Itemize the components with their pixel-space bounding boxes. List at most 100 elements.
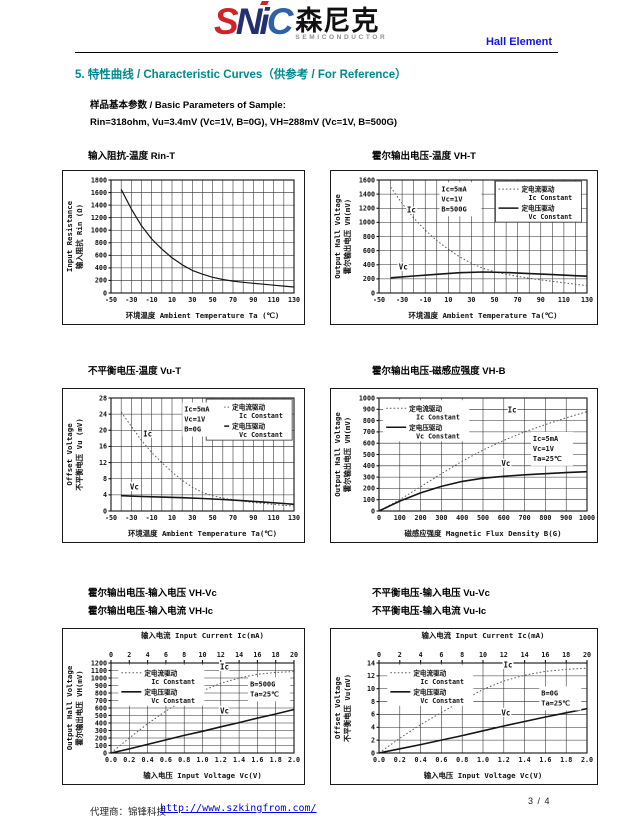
svg-text:0.0: 0.0: [105, 756, 117, 764]
svg-text:1000: 1000: [579, 514, 595, 522]
distributor-link[interactable]: http://www.szkingfrom.com/: [160, 803, 317, 814]
svg-text:20: 20: [99, 427, 107, 435]
svg-text:1.0: 1.0: [477, 756, 489, 764]
svg-text:200: 200: [415, 514, 427, 522]
svg-text:定电压驱动: 定电压驱动: [232, 422, 265, 431]
svg-text:Vc=1V: Vc=1V: [184, 416, 206, 424]
svg-text:800: 800: [95, 239, 107, 247]
svg-text:Ic: Ic: [503, 661, 512, 670]
svg-text:定电流驱动: 定电流驱动: [232, 403, 265, 412]
svg-text:B=500G: B=500G: [250, 680, 275, 688]
svg-text:2: 2: [371, 736, 375, 744]
svg-text:400: 400: [95, 719, 107, 727]
chart-title-rin-t: 输入阻抗-温度 Rin-T: [88, 151, 176, 162]
svg-text:1000: 1000: [91, 674, 107, 682]
svg-text:环境温度 Ambient Temperature Ta(℃): 环境温度 Ambient Temperature Ta(℃): [128, 529, 277, 538]
distributor-label: 代理商：锦锋科技: [90, 807, 167, 818]
svg-text:4: 4: [371, 724, 375, 732]
svg-text:110: 110: [558, 296, 570, 304]
svg-text:0.8: 0.8: [456, 756, 468, 764]
svg-text:1000: 1000: [91, 227, 107, 235]
svg-text:1000: 1000: [359, 394, 375, 402]
svg-text:90: 90: [537, 296, 545, 304]
svg-text:4: 4: [146, 651, 150, 659]
svg-text:18: 18: [562, 651, 570, 659]
svg-text:定电压驱动: 定电压驱动: [521, 204, 554, 213]
svg-text:Ic Constant: Ic Constant: [528, 194, 572, 202]
chart-title-vh-ic: 霍尔输出电压-输入电流 VH-Ic: [88, 606, 214, 617]
svg-text:B=0G: B=0G: [541, 689, 558, 697]
chart-title-vu-ic: 不平衡电压-输入电流 Vu-Ic: [372, 606, 487, 617]
svg-text:400: 400: [363, 261, 375, 269]
svg-text:Vc Constant: Vc Constant: [239, 431, 283, 439]
svg-text:400: 400: [95, 264, 107, 272]
svg-text:Ic Constant: Ic Constant: [239, 412, 283, 420]
svg-text:400: 400: [363, 462, 375, 470]
svg-text:28: 28: [99, 394, 107, 402]
svg-text:定电流驱动: 定电流驱动: [413, 668, 446, 677]
snic-logo: SNi C 森尼克 SEMICONDUCTOR: [214, 1, 387, 42]
svg-text:10: 10: [198, 651, 206, 659]
svg-text:Output Hall Voltage: Output Hall Voltage: [333, 412, 342, 497]
svg-text:14: 14: [235, 651, 243, 659]
svg-text:1.6: 1.6: [251, 756, 263, 764]
svg-text:Vc=1V: Vc=1V: [533, 445, 555, 453]
svg-text:500: 500: [95, 712, 107, 720]
svg-text:130: 130: [581, 296, 593, 304]
svg-text:Ic: Ic: [508, 406, 517, 415]
svg-text:12: 12: [367, 672, 375, 680]
svg-text:0: 0: [103, 289, 107, 297]
svg-text:0: 0: [371, 289, 375, 297]
logo-letter-s: S: [214, 1, 239, 42]
svg-text:1000: 1000: [359, 219, 375, 227]
svg-text:1.2: 1.2: [498, 756, 510, 764]
svg-text:14: 14: [521, 651, 529, 659]
section-heading: 5. 特性曲线 / Characteristic Curves（供参考 / Fo…: [75, 69, 407, 81]
svg-text:700: 700: [363, 428, 375, 436]
svg-text:Vc: Vc: [220, 707, 229, 716]
svg-text:Vc Constant: Vc Constant: [420, 697, 464, 705]
svg-text:12: 12: [500, 651, 508, 659]
svg-text:Ic: Ic: [407, 205, 416, 214]
svg-text:200: 200: [363, 485, 375, 493]
svg-text:1600: 1600: [359, 176, 375, 184]
svg-text:Ic: Ic: [143, 429, 152, 438]
svg-text:0.4: 0.4: [415, 756, 427, 764]
svg-text:10: 10: [168, 514, 176, 522]
svg-text:1200: 1200: [91, 214, 107, 222]
svg-text:-50: -50: [373, 296, 385, 304]
svg-text:-30: -30: [125, 514, 137, 522]
svg-text:50: 50: [209, 514, 217, 522]
svg-text:磁感应强度 Magnetic Flux Density B(: 磁感应强度 Magnetic Flux Density B(G): [404, 529, 561, 538]
svg-text:900: 900: [560, 514, 572, 522]
svg-text:Ic=5mA: Ic=5mA: [184, 406, 210, 414]
svg-text:1400: 1400: [359, 190, 375, 198]
svg-text:1.8: 1.8: [270, 756, 282, 764]
svg-text:6: 6: [439, 651, 443, 659]
svg-text:8: 8: [182, 651, 186, 659]
svg-text:Input Resistance: Input Resistance: [65, 200, 74, 272]
svg-text:700: 700: [519, 514, 531, 522]
svg-text:霍尔输出电压 VH(mV): 霍尔输出电压 VH(mV): [343, 417, 352, 493]
svg-text:Ta=25℃: Ta=25℃: [533, 455, 562, 463]
chart-canvas-vh-vc: 0.0 0.2 0.4 0.6 0.8 1.0 1.2 1.4 1.6 1.8 2.0 0 100 200…: [62, 628, 305, 785]
header-rule: [75, 52, 558, 53]
svg-text:110: 110: [268, 514, 280, 522]
svg-text:400: 400: [456, 514, 468, 522]
svg-text:-10: -10: [146, 514, 158, 522]
svg-text:定电压驱动: 定电压驱动: [409, 423, 442, 432]
svg-text:Vc: Vc: [501, 459, 510, 468]
svg-text:定电流驱动: 定电流驱动: [409, 404, 442, 413]
svg-text:14: 14: [367, 659, 375, 667]
chart-title-vh-t: 霍尔输出电压-温度 VH-T: [372, 151, 476, 162]
svg-text:100: 100: [394, 514, 406, 522]
svg-text:130: 130: [288, 296, 300, 304]
svg-text:Vc: Vc: [399, 263, 408, 272]
svg-text:Vc Constant: Vc Constant: [416, 432, 460, 440]
svg-text:6: 6: [164, 651, 168, 659]
svg-text:1.4: 1.4: [519, 756, 531, 764]
svg-text:600: 600: [95, 704, 107, 712]
svg-text:8: 8: [103, 475, 107, 483]
svg-text:Offset Voltage: Offset Voltage: [65, 423, 74, 486]
logo-letter-c: C: [266, 1, 294, 42]
